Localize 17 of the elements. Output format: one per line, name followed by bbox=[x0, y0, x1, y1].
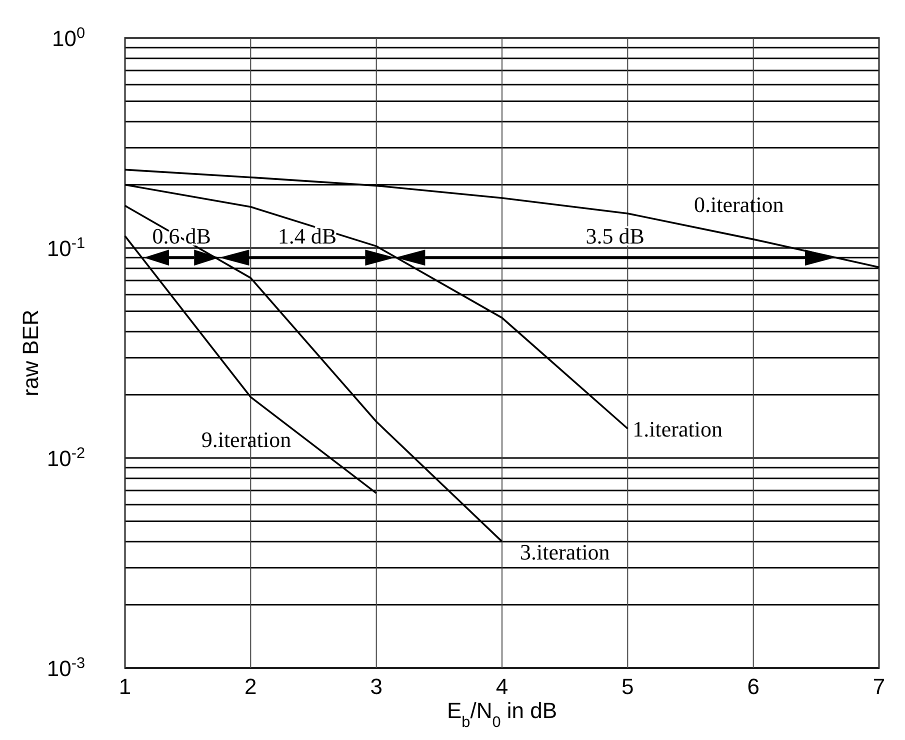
y-tick-label: 10$^{-3}$ bbox=[46, 654, 85, 681]
series-label: 1.iteration bbox=[632, 416, 722, 442]
annotation: 1.4 dB bbox=[278, 224, 337, 249]
y-tick-label: 10$^{0}$ bbox=[52, 24, 85, 51]
x-tick-label: 2 bbox=[244, 674, 257, 699]
x-tick-label: 7 bbox=[872, 674, 886, 699]
x-tick-label: 4 bbox=[496, 674, 508, 699]
x-tick-label: 6 bbox=[747, 674, 760, 699]
x-axis-title: E$_{b}$/N$_{0}$ in dB bbox=[446, 698, 558, 730]
x-tick-label: 3 bbox=[370, 674, 382, 699]
y-tick-label: 10$^{-1}$ bbox=[46, 234, 85, 261]
y-axis-title: raw BER bbox=[18, 310, 43, 396]
x-tick-label: 5 bbox=[622, 674, 634, 699]
y-tick-label: 10$^{-2}$ bbox=[46, 444, 85, 471]
x-tick-label: 1 bbox=[118, 674, 132, 699]
annotation: 0.6 dB bbox=[152, 224, 211, 249]
series-label: 3.iteration bbox=[520, 540, 610, 565]
